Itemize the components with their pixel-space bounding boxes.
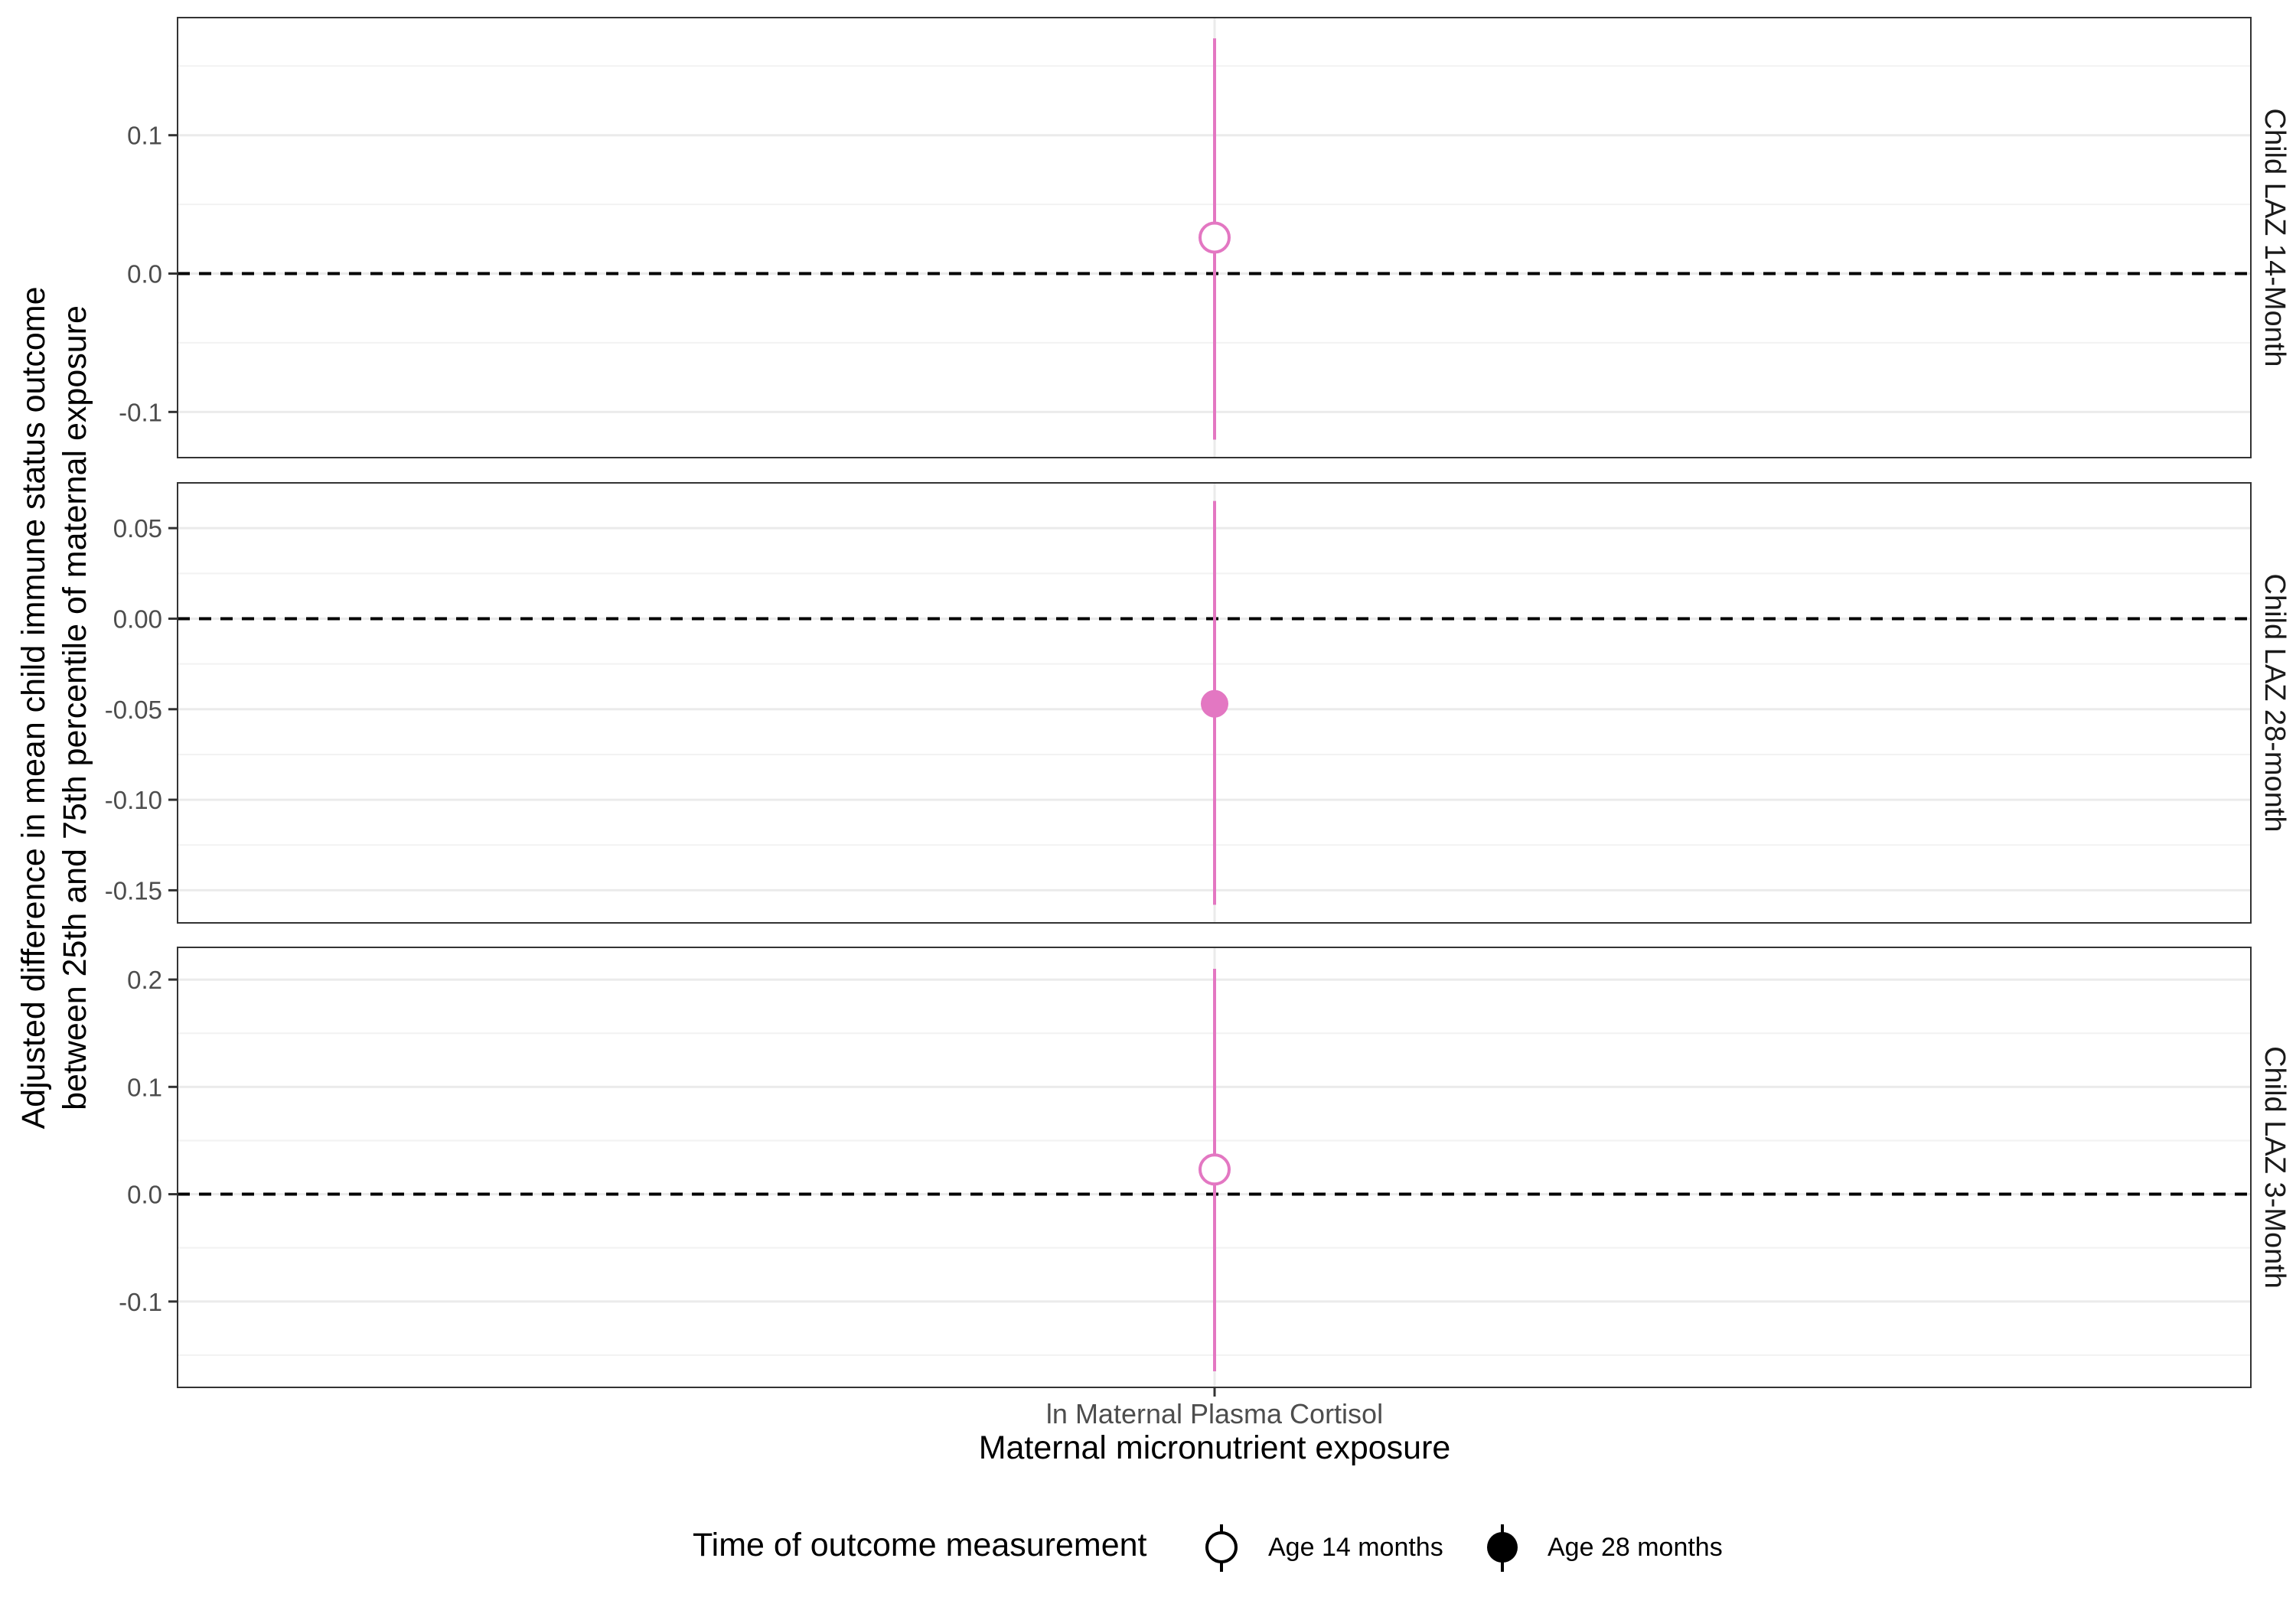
x-axis: ln Maternal Plasma Cortisol (1046, 1387, 1383, 1429)
y-tick-label: -0.1 (119, 398, 162, 426)
y-tick-label: -0.05 (105, 696, 162, 724)
x-axis-title: Maternal micronutrient exposure (979, 1429, 1451, 1466)
panel-border (177, 17, 2252, 458)
facets-layer: -0.10.00.1 Child LAZ 14-Month-0.15-0.10-0… (105, 17, 2291, 1388)
point-estimate (1199, 221, 1231, 254)
facet-strip-label: Child LAZ 28-month (2258, 574, 2291, 833)
y-tick-label: 0.00 (113, 605, 162, 633)
y-tick-label: -0.10 (105, 786, 162, 814)
facet-strip-label: Child LAZ 3-Month (2258, 1046, 2291, 1289)
y-tick-label: -0.15 (105, 876, 162, 905)
legend: Time of outcome measurement Age 14 month… (693, 1524, 1723, 1572)
y-tick-label: 0.05 (113, 514, 162, 543)
facet-panel: -0.1 0.0 0.1 0.2 Child LAZ 3-Month (119, 947, 2291, 1388)
y-tick-label: -0.1 (119, 1288, 162, 1316)
facet-panel: -0.15 -0.10 -0.05 0.00 0.05 Child LAZ 28-mont… (105, 482, 2291, 924)
legend-item-open-circle-icon (1205, 1524, 1238, 1572)
y-tick-label: 0.2 (127, 966, 162, 994)
y-axis-title-line1: Adjusted difference in mean child immune… (15, 286, 52, 1129)
x-tick-label: ln Maternal Plasma Cortisol (1046, 1398, 1383, 1429)
legend-item-filled-circle-icon (1487, 1524, 1518, 1572)
point-estimate (1201, 689, 1228, 718)
facet-panel: -0.1 0.0 0.1 Child LAZ 14-Month (119, 17, 2291, 458)
panel-border (177, 482, 2252, 924)
y-tick-label: 0.1 (127, 122, 162, 150)
point-estimate (1199, 1153, 1231, 1186)
y-tick-label: 0.1 (127, 1073, 162, 1101)
y-tick-label: 0.0 (127, 260, 162, 288)
y-tick-label: 0.0 (127, 1181, 162, 1209)
facet-strip-label: Child LAZ 14-Month (2258, 109, 2291, 367)
legend-item-label-age-14: Age 14 months (1268, 1533, 1443, 1562)
legend-title: Time of outcome measurement (693, 1527, 1147, 1563)
legend-item-label-age-28: Age 28 months (1548, 1533, 1723, 1562)
y-axis-title-line2: between 25th and 75th percentile of mate… (57, 305, 93, 1110)
